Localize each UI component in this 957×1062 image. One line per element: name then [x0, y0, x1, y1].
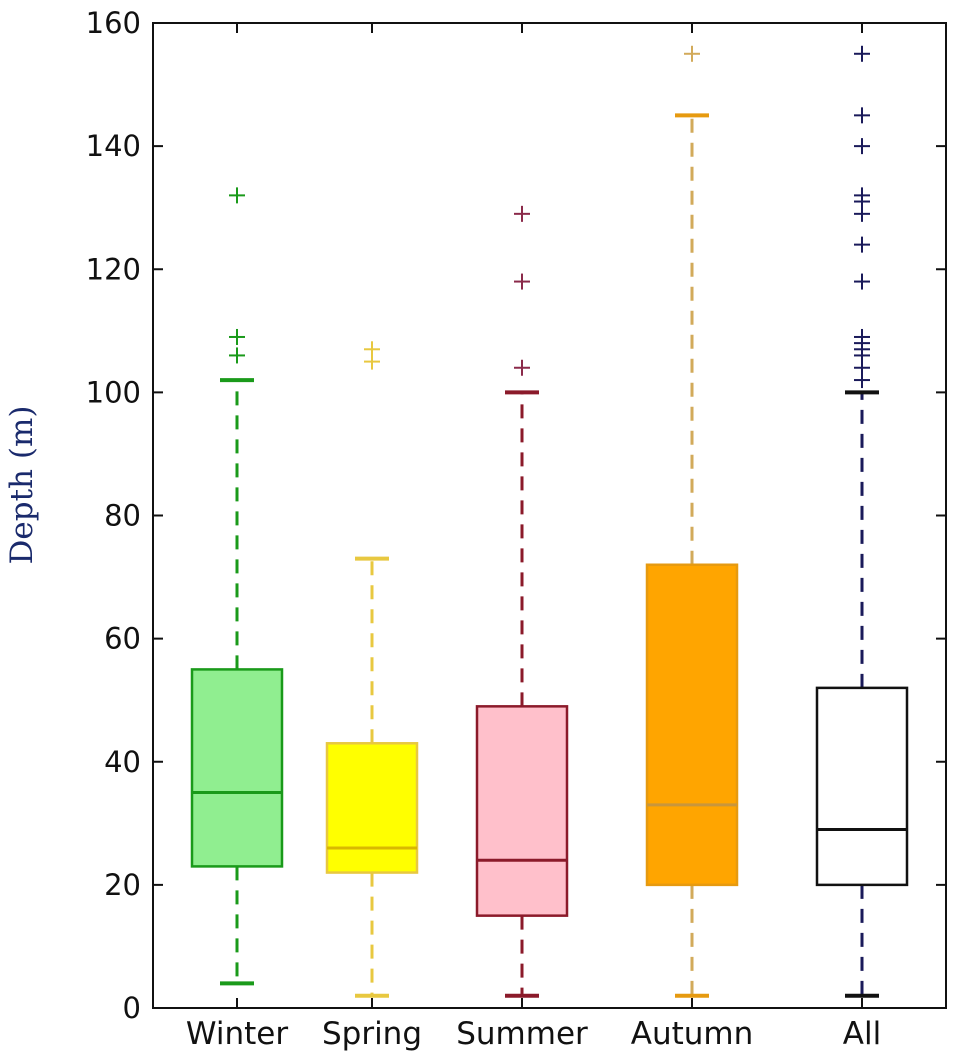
- outlier-marker: [854, 328, 870, 345]
- x-axis: Winter Spring Summer Autumn All: [186, 23, 881, 1052]
- outlier-marker: [854, 273, 870, 290]
- iqr-box: [645, 563, 739, 887]
- box-group-autumn: [645, 45, 739, 998]
- outlier-marker: [229, 187, 245, 204]
- x-category-label: Winter: [186, 1016, 288, 1052]
- outlier-marker: [229, 347, 245, 364]
- y-axis: 0 20 40 60 80 100 120 140 160: [86, 6, 946, 1025]
- outlier-marker: [854, 107, 870, 124]
- y-axis-title: Depth (m): [4, 406, 40, 565]
- y-tick-label: 20: [104, 868, 141, 902]
- outlier-marker: [364, 341, 380, 358]
- outlier-marker: [514, 273, 530, 290]
- box-group-summer: [475, 205, 569, 998]
- y-tick-label: 100: [86, 375, 141, 409]
- y-tick-label: 80: [104, 499, 141, 533]
- box-group-spring: [325, 341, 419, 998]
- x-category-label: Summer: [456, 1016, 588, 1052]
- outlier-marker: [854, 138, 870, 155]
- y-tick-label: 0: [123, 991, 141, 1025]
- y-tick-label: 160: [86, 6, 141, 40]
- outlier-marker: [684, 45, 700, 62]
- iqr-box: [815, 686, 909, 887]
- box-group-all: [815, 45, 909, 998]
- boxes-layer: [190, 45, 909, 998]
- outlier-marker: [854, 45, 870, 62]
- y-tick-label: 140: [86, 129, 141, 163]
- outlier-marker: [854, 236, 870, 253]
- outlier-marker: [854, 187, 870, 204]
- iqr-box: [325, 742, 419, 874]
- outlier-marker: [514, 205, 530, 222]
- iqr-box: [190, 668, 284, 868]
- outlier-marker: [229, 328, 245, 345]
- y-tick-label: 40: [104, 745, 141, 779]
- x-category-label: Spring: [322, 1016, 422, 1052]
- outlier-marker: [514, 359, 530, 376]
- x-category-label: All: [843, 1016, 881, 1052]
- y-tick-label: 60: [104, 622, 141, 656]
- box-group-winter: [190, 187, 284, 986]
- iqr-box: [475, 705, 569, 917]
- y-tick-label: 120: [86, 252, 141, 286]
- x-category-label: Autumn: [631, 1016, 754, 1052]
